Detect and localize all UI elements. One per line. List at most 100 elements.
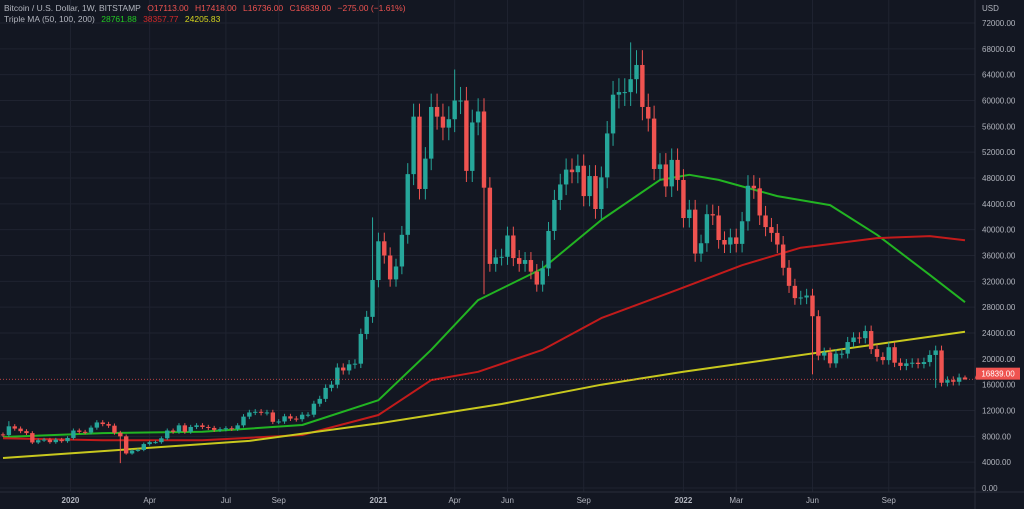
candle (440, 103, 446, 141)
candle (370, 217, 375, 323)
candle-body (798, 297, 803, 299)
candle (904, 358, 909, 371)
candle (253, 409, 258, 416)
y-tick-label: 12000.00 (982, 407, 1016, 416)
candle (247, 409, 252, 420)
candle-body (616, 92, 622, 95)
candle-body (511, 235, 516, 259)
candle (687, 199, 692, 228)
candle (775, 223, 780, 254)
candle-body (305, 414, 311, 416)
candle-body (452, 100, 457, 120)
candle (77, 428, 82, 434)
candle-body (534, 271, 539, 285)
candle-body (417, 116, 422, 189)
candle-body (194, 425, 199, 427)
candle-body (810, 295, 815, 317)
candle-body (962, 377, 968, 380)
candle-body (739, 221, 745, 244)
candle (311, 400, 317, 418)
candle-body (47, 439, 53, 443)
candle-body (898, 362, 903, 366)
candle-body (558, 184, 563, 200)
candle (434, 93, 440, 130)
candle (880, 352, 886, 365)
candle (798, 290, 803, 305)
candle-body (569, 169, 575, 173)
candle-body (722, 240, 727, 245)
candle (346, 359, 352, 375)
candle-body (470, 122, 475, 171)
candle (962, 375, 968, 380)
candle (24, 429, 29, 436)
y-tick-label: 64000.00 (982, 71, 1016, 80)
candle (30, 431, 35, 445)
candle-body (710, 214, 715, 216)
candle-body (704, 214, 710, 244)
ohlc-open: O17113.00 (147, 3, 189, 13)
candle-body (845, 342, 850, 354)
candle (505, 226, 510, 265)
candle-body (599, 177, 604, 209)
candle-body (106, 424, 111, 426)
candle (153, 440, 158, 444)
candle-body (118, 432, 123, 437)
candle (593, 165, 598, 219)
candle-body (253, 411, 258, 413)
candle (792, 278, 798, 305)
candle-body (393, 266, 399, 280)
candle-body (6, 426, 12, 436)
candle (6, 421, 12, 437)
candle-body (827, 352, 833, 364)
candle-body (382, 241, 387, 256)
y-tick-label: 16000.00 (982, 381, 1016, 390)
candle (722, 231, 727, 254)
candle-body (165, 430, 170, 439)
candle (892, 342, 897, 368)
candle (487, 177, 493, 272)
candle (264, 409, 270, 416)
candle (552, 189, 557, 240)
candle-body (792, 285, 798, 299)
candle-body (88, 427, 94, 433)
candle (786, 260, 792, 293)
candle-body (341, 367, 346, 371)
candle-body (757, 188, 762, 216)
candle-body (751, 185, 757, 189)
candle-body (464, 100, 469, 171)
candle (147, 440, 152, 446)
symbol-title[interactable]: Bitcoin / U.S. Dollar, 1W, BITSTAMP (4, 3, 141, 13)
candle-body (317, 398, 322, 404)
ma50-value: 28761.88 (101, 14, 137, 24)
candle-body (82, 431, 88, 433)
candle (681, 169, 686, 228)
candle-body (956, 377, 962, 382)
candle-body (628, 79, 633, 93)
candle (53, 437, 58, 444)
indicator-title[interactable]: Triple MA (50, 100, 200) (4, 14, 95, 24)
candle-body (282, 416, 287, 422)
candle-body (206, 426, 211, 428)
y-tick-label: 24000.00 (982, 329, 1016, 338)
candle-body (716, 215, 721, 240)
candle (475, 98, 481, 136)
candle-body (182, 425, 188, 432)
candle (710, 204, 715, 225)
candle-body (153, 442, 158, 444)
candle-body (405, 174, 410, 235)
candle-body (681, 179, 686, 219)
ohlc-high: H17418.00 (195, 3, 237, 13)
candle-body (200, 425, 205, 427)
candle-body (728, 237, 733, 245)
y-tick-label: 52000.00 (982, 148, 1016, 157)
candle-body (921, 362, 927, 364)
candle-body (610, 94, 616, 134)
candle (516, 250, 522, 272)
candle (599, 166, 604, 219)
y-tick-label: 56000.00 (982, 122, 1016, 131)
y-tick-label: 72000.00 (982, 19, 1016, 28)
candle-body (493, 257, 498, 264)
candle-body (434, 106, 440, 117)
candle-body (288, 416, 293, 419)
